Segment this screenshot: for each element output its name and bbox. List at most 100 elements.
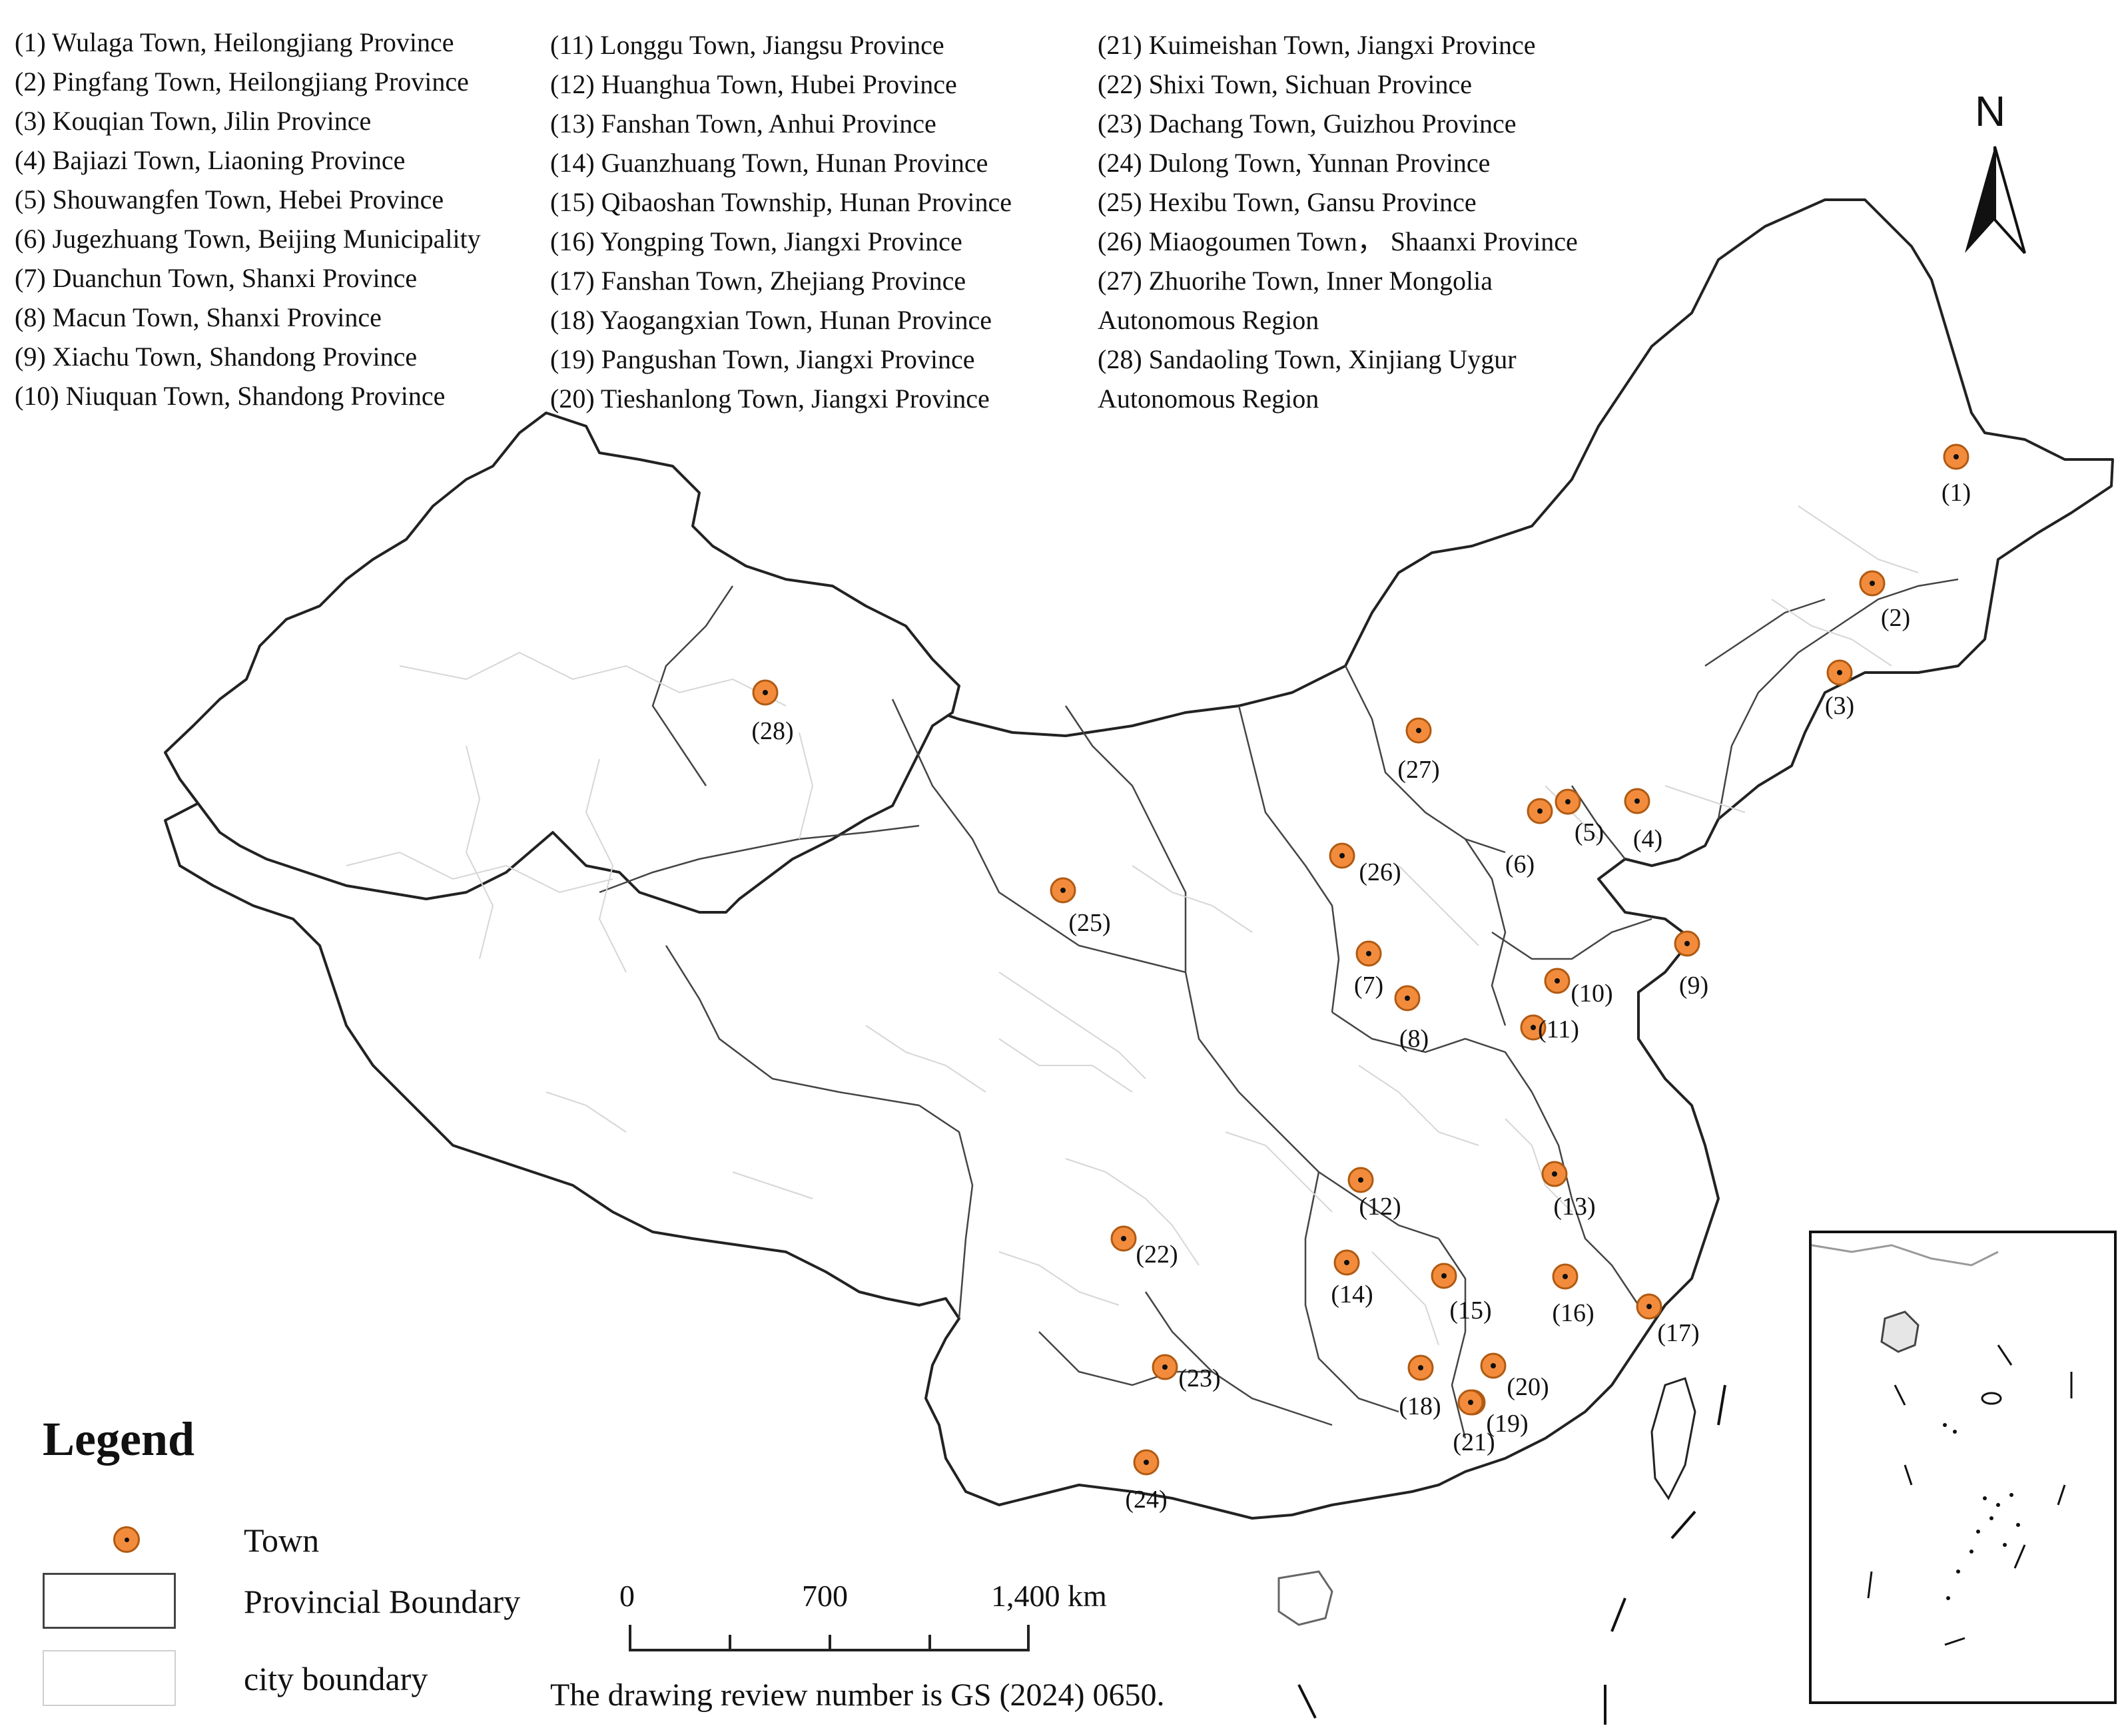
legend-item-provincial-boundary: Provincial Boundary [43, 1573, 589, 1633]
town-marker-label: (14) [1331, 1281, 1373, 1308]
list-item: (24) Dulong Town, Yunnan Province [1098, 148, 1491, 178]
town-marker-dot [1416, 728, 1421, 733]
taiwan-outline [1650, 1377, 1696, 1500]
town-marker-dot [763, 690, 768, 695]
list-item: (1) Wulaga Town, Heilongjiang Province [15, 27, 454, 57]
scale-bar [629, 1625, 1030, 1651]
legend-item-town: Town [43, 1512, 589, 1572]
town-marker-dot [1555, 978, 1560, 984]
town-marker-dot [1565, 799, 1571, 804]
list-item: (6) Jugezhuang Town, Beijing Municipalit… [15, 224, 481, 254]
town-marker-label: (24) [1125, 1486, 1167, 1514]
north-label: N [1975, 87, 2006, 135]
legend-label: Provincial Boundary [244, 1583, 521, 1620]
town-marker-label: (22) [1136, 1241, 1178, 1269]
town-marker-dot [1121, 1236, 1126, 1241]
list-item: (2) Pingfang Town, Heilongjiang Province [15, 67, 469, 97]
town-marker-dot [1953, 454, 1959, 459]
town-marker-label: (26) [1359, 858, 1401, 886]
list-item: (14) Guanzhuang Town, Hunan Province [550, 148, 988, 178]
town-marker-dot [1366, 951, 1371, 956]
town-marker-label: (8) [1399, 1025, 1429, 1053]
inset-contents [1811, 1244, 2073, 1646]
town-marker-dot [1563, 1274, 1568, 1279]
list-item: (7) Duanchun Town, Shanxi Province [15, 263, 418, 293]
town-list-column-1: (1) Wulaga Town, Heilongjiang Province (… [15, 23, 481, 416]
town-marker-label: (18) [1399, 1392, 1441, 1420]
town-marker-label: (25) [1068, 909, 1110, 937]
town-marker-label: (27) [1397, 756, 1439, 784]
list-item: (16) Yongping Town, Jiangxi Province [550, 226, 962, 256]
list-item: Autonomous Region [1098, 384, 1319, 414]
town-marker-label: (9) [1679, 972, 1708, 1000]
list-item: (4) Bajiazi Town, Liaoning Province [15, 145, 406, 175]
town-list-column-3: (21) Kuimeishan Town, Jiangxi Province (… [1098, 25, 1578, 418]
list-item: (18) Yaogangxian Town, Hunan Province [550, 305, 992, 335]
list-item: (8) Macun Town, Shanxi Province [15, 302, 382, 332]
list-item: (19) Pangushan Town, Jiangxi Province [550, 344, 975, 374]
town-marker-dot [1468, 1400, 1473, 1405]
town-marker-icon [43, 1512, 176, 1568]
town-marker-dot [1491, 1363, 1496, 1368]
town-marker-dot [1634, 798, 1640, 804]
town-marker-label: (4) [1633, 825, 1662, 853]
town-marker-label: (5) [1575, 818, 1604, 846]
town-markers: (1) (2) (3) (4) (5) (6) (7) (8) (9) (10) (11) (12) (… [751, 443, 1971, 1514]
town-marker-label: (20) [1507, 1373, 1549, 1401]
town-marker-dot [1358, 1177, 1363, 1183]
list-item: (25) Hexibu Town, Gansu Province [1098, 187, 1477, 217]
town-marker-dot [1339, 853, 1345, 858]
list-item: (5) Shouwangfen Town, Hebei Province [15, 184, 444, 214]
north-arrow-icon [1965, 146, 2026, 254]
list-item: (15) Qibaoshan Township, Hunan Province [550, 187, 1012, 217]
town-marker-label: (12) [1359, 1193, 1401, 1221]
town-marker-label: (11) [1538, 1015, 1579, 1043]
list-item: (11) Longgu Town, Jiangsu Province [550, 30, 944, 60]
town-marker-label: (6) [1505, 850, 1535, 878]
town-marker-label: (15) [1449, 1297, 1491, 1324]
town-marker-label: (28) [751, 717, 793, 745]
list-item: (27) Zhuorihe Town, Inner Mongolia [1098, 266, 1493, 296]
city-boundaries [346, 505, 1919, 1346]
scale-tick-label: 700 [802, 1579, 848, 1613]
list-item: (21) Kuimeishan Town, Jiangxi Province [1098, 30, 1536, 60]
town-marker-label: (10) [1571, 980, 1612, 1008]
nine-dash-line [1297, 1384, 1726, 1725]
review-number-note: The drawing review number is GS (2024) 0… [550, 1677, 1165, 1713]
town-marker-label: (2) [1881, 604, 1910, 632]
town-marker-label: (21) [1453, 1428, 1495, 1456]
town-marker-label: (17) [1657, 1319, 1699, 1347]
legend-item-city-boundary: city boundary [43, 1650, 589, 1710]
town-marker-label: (13) [1553, 1193, 1595, 1221]
south-china-sea-inset [1809, 1231, 2117, 1704]
town-marker-dot [1870, 581, 1875, 586]
town-marker-dot [1441, 1273, 1447, 1279]
hainan-outline [1277, 1570, 1333, 1626]
inset-islands [1943, 1423, 2020, 1600]
legend-label: Town [244, 1522, 320, 1559]
town-marker-dot [1162, 1364, 1168, 1370]
list-item: (3) Kouqian Town, Jilin Province [15, 106, 372, 136]
scale-tick-label: 1,400 km [991, 1579, 1107, 1613]
list-item: Autonomous Region [1098, 305, 1319, 335]
town-marker-dot [1646, 1304, 1652, 1309]
list-item: (20) Tieshanlong Town, Jiangxi Province [550, 384, 990, 414]
scale-tick-label: 0 [619, 1579, 635, 1613]
town-marker-dot [1837, 670, 1842, 675]
town-marker-dot [1684, 941, 1690, 946]
list-item: (9) Xiachu Town, Shandong Province [15, 342, 418, 372]
town-marker-dot [1405, 996, 1410, 1001]
town-marker-label: (7) [1354, 972, 1383, 1000]
town-marker-dot [1418, 1365, 1423, 1370]
town-marker-dot [1060, 888, 1066, 893]
xinjiang-outline [164, 412, 960, 914]
legend-title: Legend [43, 1412, 195, 1466]
list-item: (28) Sandaoling Town, Xinjiang Uygur [1098, 344, 1517, 374]
list-item: (22) Shixi Town, Sichuan Province [1098, 69, 1472, 99]
town-marker-dot [1552, 1171, 1557, 1177]
town-marker-dot [1344, 1260, 1349, 1265]
city-boundary-swatch [43, 1650, 176, 1706]
provincial-boundaries [599, 578, 1959, 1439]
town-marker-label: (23) [1178, 1364, 1220, 1392]
